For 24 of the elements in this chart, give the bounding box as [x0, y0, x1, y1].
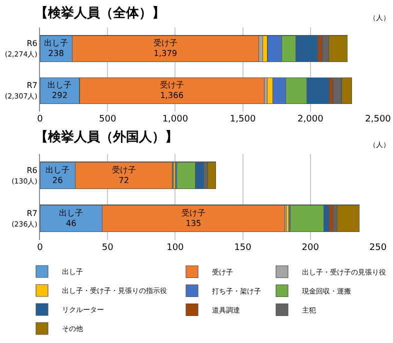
- chart-title: 【検挙人員（外国人）】: [35, 129, 178, 145]
- x-tick-label: 50: [102, 242, 114, 253]
- x-tick-label: 150: [234, 242, 252, 253]
- data-label: 受け子 1,366: [160, 80, 184, 100]
- x-tick-label: 250: [369, 242, 387, 253]
- x-tick-label: 1,000: [162, 114, 188, 125]
- data-label: 出し子 26: [46, 164, 70, 185]
- data-label: 出し子 292: [48, 80, 72, 100]
- x-tick-label: 1,500: [230, 114, 256, 125]
- x-tick-label: 2,500: [365, 114, 392, 125]
- data-label: 受け子 1,379: [153, 37, 178, 58]
- x-tick-label: 200: [302, 242, 320, 253]
- x-tick-label: 2,000: [298, 114, 324, 125]
- data-label: 受け子 135: [181, 207, 206, 228]
- x-tick-label: 0: [37, 114, 44, 125]
- data-label: 出し子 238: [44, 37, 68, 58]
- x-tick-label: 100: [166, 242, 184, 253]
- data-label: 受け子 72: [112, 164, 136, 185]
- x-tick-label: 500: [99, 114, 116, 125]
- bar: [337, 204, 360, 232]
- chart-title: 【検挙人員（全体）】: [35, 5, 165, 21]
- x-tick-label: 0: [37, 242, 44, 253]
- bar: [207, 162, 216, 189]
- data-label: 出し子 46: [59, 207, 84, 228]
